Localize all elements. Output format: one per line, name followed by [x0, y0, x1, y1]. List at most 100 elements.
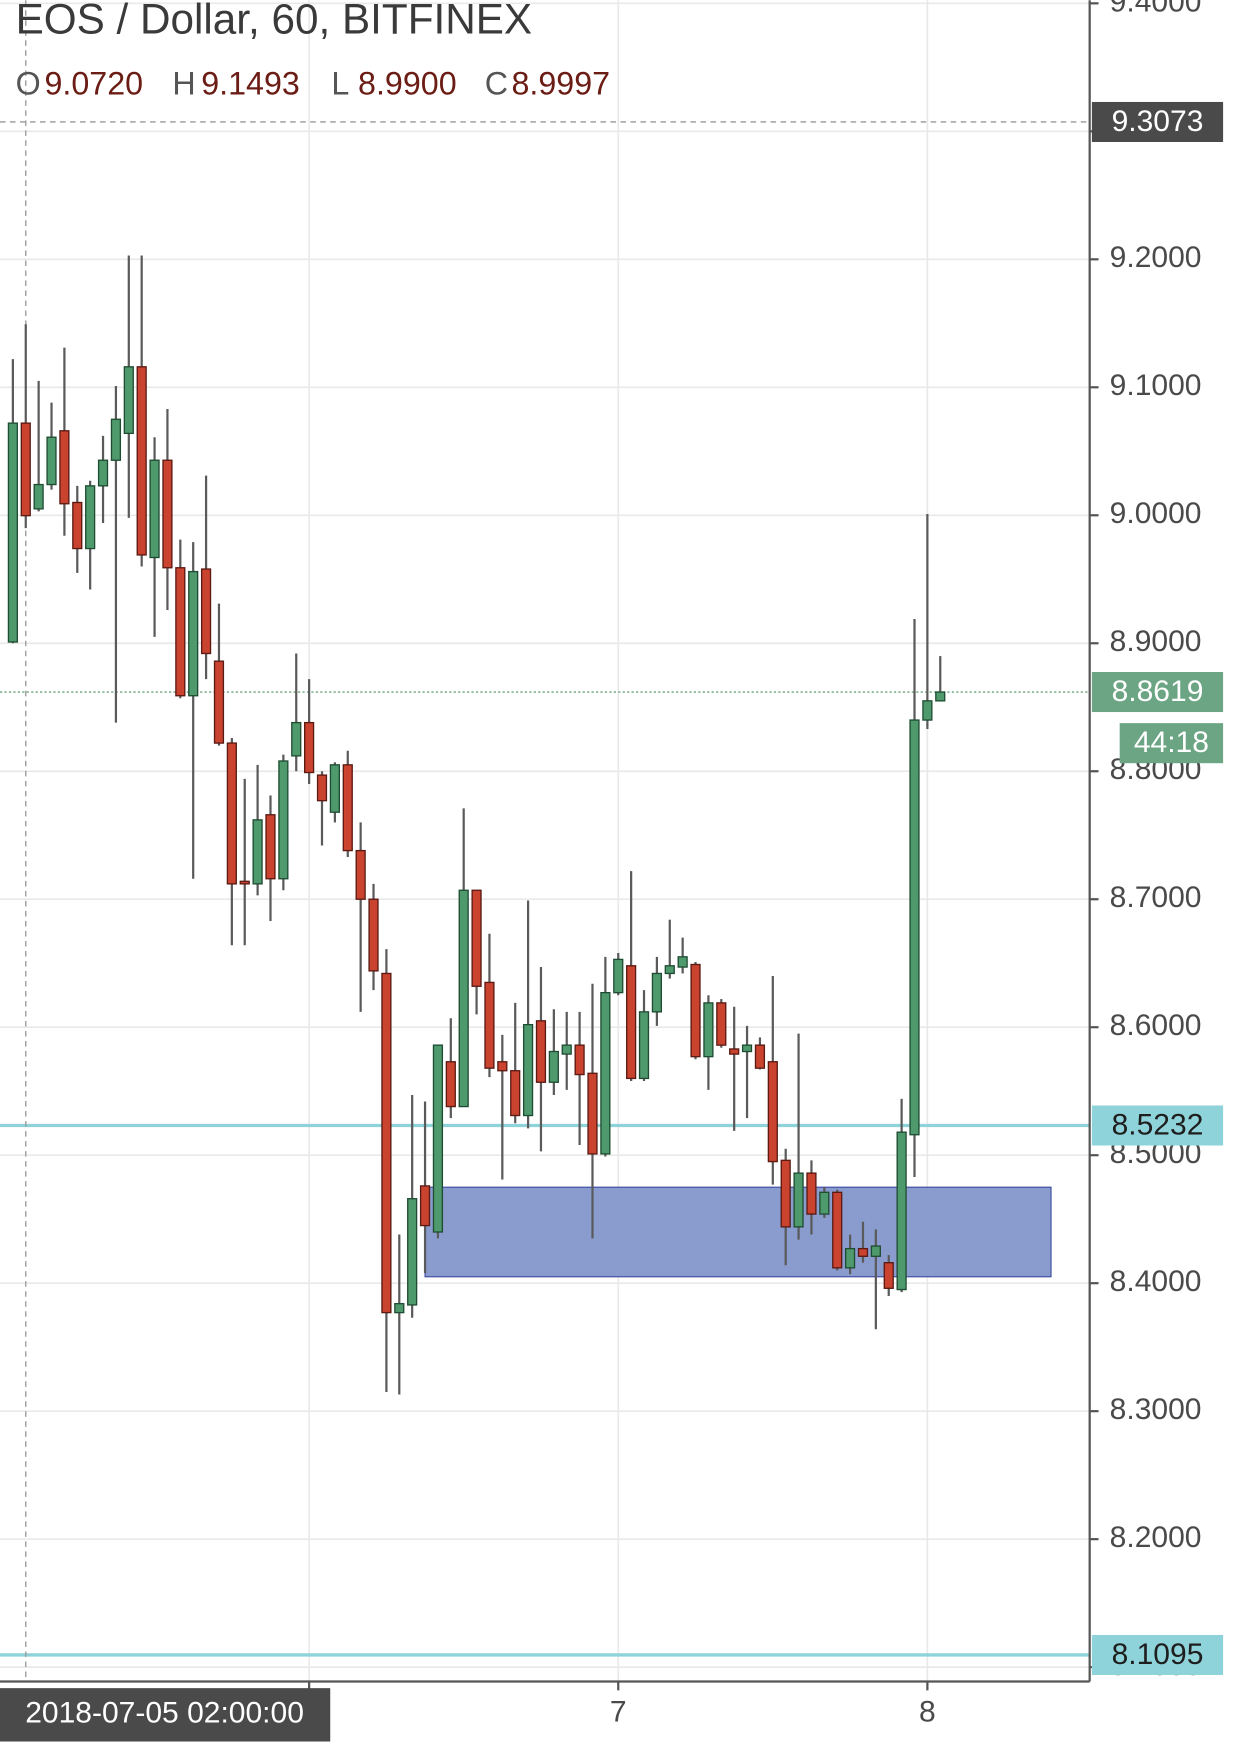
candle-body: [329, 764, 341, 813]
candle-body: [561, 1044, 572, 1055]
candle-body: [484, 981, 495, 1069]
x-tick-label: 8: [919, 1696, 936, 1729]
ohlc-header: O 9.0720 H 9.1493 L 8.9900 C 8.9997: [16, 65, 611, 101]
candle-body: [574, 1044, 585, 1076]
candle-body: [729, 1048, 740, 1055]
y-tick-label: 8.4000: [1110, 1265, 1202, 1298]
candle-body: [471, 889, 482, 987]
candle-body: [754, 1044, 766, 1069]
ohlc-key: C: [485, 65, 508, 101]
candle-body: [46, 436, 57, 486]
candle-body: [355, 849, 366, 900]
price-line-label-box: [1091, 1105, 1224, 1146]
candle-body: [188, 570, 199, 697]
candle-body: [136, 366, 147, 556]
x-tick-label: 7: [610, 1696, 627, 1729]
crosshair-time-label: 2018-07-05 02:00:00: [25, 1697, 304, 1730]
candle-body: [97, 459, 109, 487]
last-price-label: 8.8619: [1112, 675, 1204, 708]
y-tick-label: 8.3000: [1110, 1393, 1202, 1426]
candle-body: [419, 1185, 431, 1227]
candle-body: [780, 1159, 791, 1228]
candle-body: [626, 965, 637, 1080]
y-tick-label: 9.1000: [1110, 369, 1202, 402]
ohlc-key: O: [16, 65, 41, 101]
candle-body: [445, 1061, 456, 1108]
ohlc-key: L: [331, 65, 349, 101]
candle-body: [587, 1072, 598, 1155]
candle-body: [72, 501, 83, 550]
candle-body: [638, 1011, 650, 1080]
candle-body: [316, 774, 328, 802]
candle-body: [394, 1302, 405, 1314]
candle-body: [239, 880, 250, 885]
countdown-label-box: [1119, 723, 1224, 764]
candle-body: [458, 889, 469, 1108]
candle-body: [85, 485, 96, 550]
price-line-label: 8.5232: [1112, 1109, 1204, 1142]
candle-body: [33, 483, 44, 510]
candle-body: [896, 1131, 907, 1291]
candle-body: [703, 1002, 714, 1058]
candle-body: [690, 963, 701, 1058]
candle-body: [664, 965, 675, 975]
ohlc-key: H: [172, 65, 195, 101]
candle-body: [59, 430, 70, 505]
candle-body: [7, 422, 18, 643]
candle-body: [123, 366, 134, 435]
candle-body: [741, 1044, 753, 1053]
candle-body: [342, 764, 353, 852]
candle-body: [278, 760, 289, 880]
candle-body: [381, 972, 392, 1314]
candle-body: [213, 660, 225, 744]
candle-body: [432, 1044, 444, 1233]
y-tick-label: 8.7000: [1110, 881, 1202, 914]
plot-area: [0, 0, 1090, 1682]
price-line-label: 8.1095: [1112, 1638, 1204, 1671]
candle-body: [510, 1070, 521, 1117]
candle-body: [909, 719, 920, 1136]
y-tick-label: 9.2000: [1110, 241, 1202, 274]
y-tick-label: 9.0000: [1110, 497, 1202, 530]
candle-body: [304, 721, 315, 774]
y-tick-label: 8.6000: [1110, 1009, 1202, 1042]
candle-body: [832, 1191, 843, 1269]
candle-body: [600, 991, 611, 1155]
candle-body: [110, 418, 122, 461]
candle-body: [767, 1061, 778, 1163]
candle-body: [844, 1247, 856, 1269]
candle-body: [20, 422, 31, 517]
crosshair-price-label: 9.3073: [1112, 105, 1204, 138]
ohlc-value: 9.1493: [201, 65, 300, 101]
candle-body: [677, 956, 688, 968]
candle-body: [857, 1247, 869, 1257]
candle-body: [265, 814, 276, 880]
candle-body: [226, 742, 237, 885]
last-price-label-box: [1091, 672, 1224, 713]
candle-body: [291, 721, 302, 757]
crosshair-price-label-box: [1091, 101, 1224, 142]
y-tick-label: 8.9000: [1110, 625, 1202, 658]
ohlc-value: 8.9900: [358, 65, 457, 101]
chart-title: EOS / Dollar, 60, BITFINEX: [16, 0, 533, 43]
candle-body: [922, 700, 933, 721]
candle-body: [548, 1050, 559, 1083]
candle-body: [870, 1245, 881, 1257]
candle-body: [497, 1061, 508, 1072]
candle-body: [368, 898, 379, 972]
crosshair-time-label-box: [0, 1688, 331, 1742]
candle-body: [149, 459, 160, 559]
candle-body: [252, 819, 263, 885]
y-tick-label: 9.4000: [1110, 0, 1202, 18]
candle-body: [162, 459, 173, 569]
candle-body: [935, 691, 946, 702]
countdown-label: 44:18: [1134, 726, 1209, 759]
y-tick-label: 8.2000: [1110, 1521, 1202, 1554]
candle-body: [716, 1002, 727, 1046]
candle-body: [200, 568, 212, 655]
candle-body: [883, 1262, 894, 1289]
candle-body: [819, 1191, 830, 1215]
